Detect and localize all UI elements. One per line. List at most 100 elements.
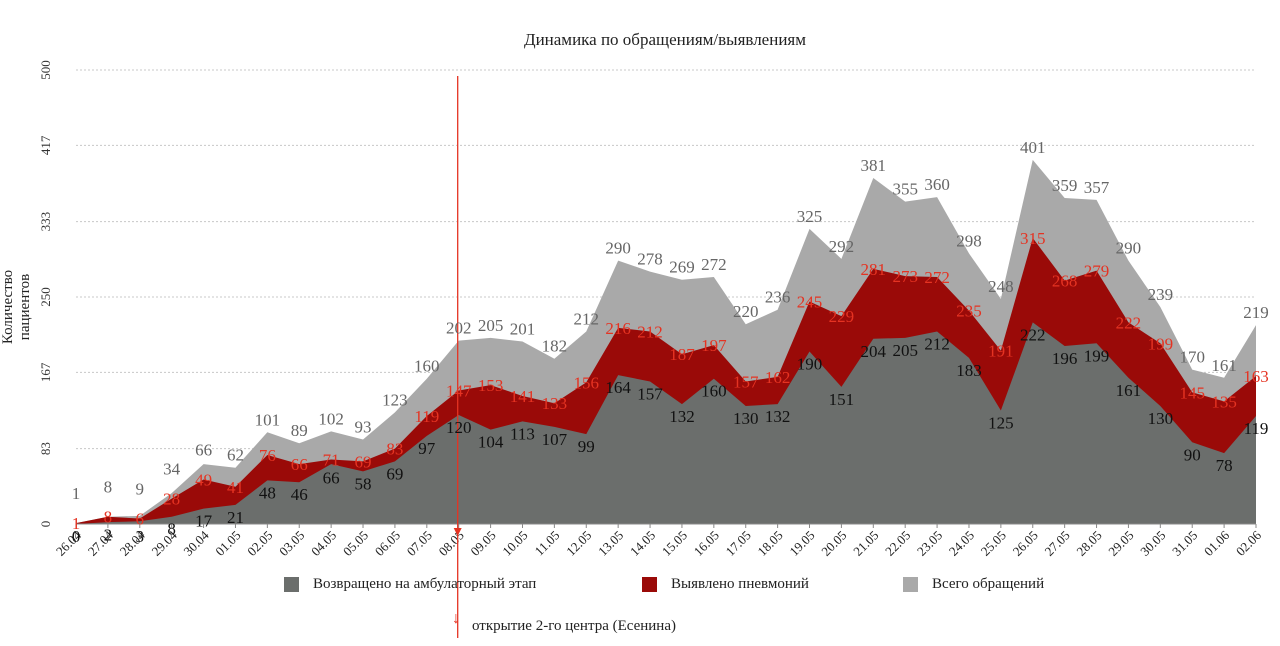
data-label-pneumonia: 41 xyxy=(227,478,244,497)
x-tick-label: 22.05 xyxy=(882,528,913,559)
data-label-total: 201 xyxy=(510,319,536,338)
data-label-pneumonia: 163 xyxy=(1243,367,1269,386)
data-label-returned: 90 xyxy=(1184,445,1201,464)
data-label-returned: 204 xyxy=(861,342,887,361)
data-label-total: 170 xyxy=(1179,348,1205,367)
data-label-total: 220 xyxy=(733,302,759,321)
x-tick-label: 10.05 xyxy=(499,528,530,559)
data-label-pneumonia: 71 xyxy=(323,451,340,470)
data-label-returned: 0 xyxy=(72,527,81,546)
data-label-returned: 8 xyxy=(167,520,176,539)
x-tick-label: 19.05 xyxy=(786,528,817,559)
data-label-pneumonia: 187 xyxy=(669,345,695,364)
data-label-pneumonia: 273 xyxy=(892,267,918,286)
data-label-returned: 161 xyxy=(1116,381,1142,400)
annotation-line xyxy=(453,76,462,638)
annotation-arrowhead xyxy=(453,528,462,536)
data-label-returned: 113 xyxy=(510,424,535,443)
data-label-returned: 48 xyxy=(259,483,276,502)
x-tick-label: 18.05 xyxy=(754,528,785,559)
data-label-returned: 58 xyxy=(355,474,372,493)
data-label-returned: 21 xyxy=(227,508,244,527)
x-tick-label: 01.06 xyxy=(1201,527,1233,559)
data-label-pneumonia: 76 xyxy=(259,446,276,465)
y-tick-label: 333 xyxy=(38,212,53,232)
x-tick-label: 20.05 xyxy=(818,528,849,559)
y-tick-label: 0 xyxy=(38,521,53,528)
y-tick-label: 500 xyxy=(38,60,53,80)
x-tick-label: 04.05 xyxy=(308,528,339,559)
data-label-total: 101 xyxy=(255,410,281,429)
x-tick-label: 31.05 xyxy=(1169,528,1200,559)
data-label-returned: 99 xyxy=(578,437,595,456)
data-label-pneumonia: 156 xyxy=(574,373,600,392)
x-tick-label: 01.05 xyxy=(212,528,243,559)
legend-swatch-returned xyxy=(284,577,299,592)
data-label-total: 325 xyxy=(797,207,823,226)
legend-item-returned: Возвращено на амбулаторный этап xyxy=(284,576,536,593)
data-label-returned: 3 xyxy=(136,527,145,546)
annotation-arrow-icon: ↓ xyxy=(452,610,460,627)
y-tick-label: 83 xyxy=(38,442,53,455)
data-label-pneumonia: 135 xyxy=(1211,392,1237,411)
data-label-pneumonia: 281 xyxy=(861,260,887,279)
data-label-total: 290 xyxy=(1116,239,1142,258)
data-label-returned: 132 xyxy=(669,407,695,426)
data-label-total: 269 xyxy=(669,258,695,277)
data-label-pneumonia: 147 xyxy=(446,382,472,401)
x-tick-label: 24.05 xyxy=(946,528,977,559)
data-label-total: 160 xyxy=(414,357,440,376)
data-label-returned: 164 xyxy=(605,378,631,397)
x-tick-label: 14.05 xyxy=(627,528,658,559)
x-tick-label: 12.05 xyxy=(563,528,594,559)
data-label-total: 205 xyxy=(478,316,504,335)
y-tick-label: 250 xyxy=(38,287,53,307)
data-label-total: 212 xyxy=(574,310,600,329)
x-tick-label: 09.05 xyxy=(467,528,498,559)
data-label-returned: 119 xyxy=(1244,419,1269,438)
data-labels: 1108829633428866491762412110176488966461… xyxy=(72,138,1269,546)
x-tick-labels: 26.04 27.04 28.04 29.04 30.04 01.05 02.05 03.05… xyxy=(53,524,1264,559)
data-label-pneumonia: 191 xyxy=(988,342,1014,361)
data-label-returned: 183 xyxy=(956,361,982,380)
data-label-total: 272 xyxy=(701,255,727,274)
data-label-pneumonia: 153 xyxy=(478,376,504,395)
data-label-pneumonia: 141 xyxy=(510,387,536,406)
data-label-total: 298 xyxy=(956,231,982,250)
data-label-returned: 46 xyxy=(291,485,308,504)
data-label-pneumonia: 315 xyxy=(1020,229,1046,248)
series-areas xyxy=(76,159,1256,525)
data-label-pneumonia: 216 xyxy=(605,319,631,338)
data-label-returned: 196 xyxy=(1052,349,1078,368)
data-label-returned: 107 xyxy=(542,430,568,449)
x-tick-label: 23.05 xyxy=(914,528,945,559)
x-tick-label: 03.05 xyxy=(276,528,307,559)
data-label-total: 401 xyxy=(1020,138,1046,157)
data-label-pneumonia: 119 xyxy=(414,407,439,426)
data-label-pneumonia: 28 xyxy=(163,490,180,509)
data-label-total: 89 xyxy=(291,421,308,440)
y-tick-labels: 0 83 167 250 333 417 500 xyxy=(38,60,53,527)
data-label-total: 359 xyxy=(1052,176,1078,195)
data-label-total: 239 xyxy=(1148,285,1174,304)
data-label-total: 161 xyxy=(1211,356,1237,375)
data-label-total: 292 xyxy=(829,237,855,256)
data-label-returned: 17 xyxy=(195,512,213,531)
x-tick-label: 13.05 xyxy=(595,528,626,559)
data-label-pneumonia: 199 xyxy=(1148,334,1174,353)
legend-label-returned: Возвращено на амбулаторный этап xyxy=(313,576,537,592)
legend-item-pneumonia: Выявлено пневмоний xyxy=(642,576,809,593)
legend-swatch-total xyxy=(903,577,918,592)
data-label-pneumonia: 235 xyxy=(956,302,982,321)
legend: Возвращено на амбулаторный этап Выявлено… xyxy=(0,576,1280,600)
data-label-pneumonia: 1 xyxy=(72,514,81,533)
data-label-returned: 130 xyxy=(1148,409,1174,428)
data-label-total: 219 xyxy=(1243,303,1269,322)
data-label-pneumonia: 268 xyxy=(1052,272,1078,291)
data-label-pneumonia: 6 xyxy=(136,510,145,529)
x-tick-label: 02.05 xyxy=(244,528,275,559)
data-label-total: 357 xyxy=(1084,178,1110,197)
data-label-pneumonia: 245 xyxy=(797,293,823,312)
data-label-returned: 125 xyxy=(988,414,1014,433)
